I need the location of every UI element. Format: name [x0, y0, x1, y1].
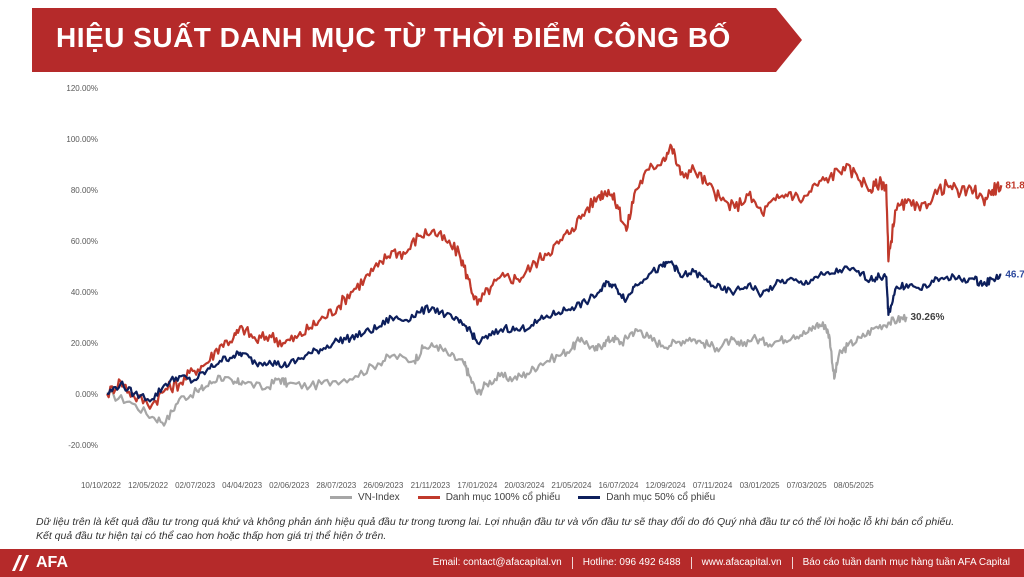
series-end-label-1: 81.86%	[1005, 180, 1024, 191]
y-tick-label: 0.00%	[75, 390, 98, 399]
performance-line-chart: -20.00% 0.00% 20.00% 40.00% 60.00% 80.00% 100.…	[66, 84, 1024, 490]
x-tick-label: 21/05/2024	[551, 481, 592, 490]
series-line-2	[106, 260, 1002, 403]
footer-contact: Email: contact@afacapital.vn Hotline: 09…	[433, 557, 1010, 569]
legend-label-vnindex: VN-Index	[358, 492, 400, 503]
afa-logo-text: AFA	[36, 554, 68, 571]
series-line-0	[106, 313, 908, 427]
y-tick-label: -20.00%	[68, 441, 98, 450]
legend-swatch-vnindex	[330, 496, 352, 499]
x-tick-label: 21/11/2023	[411, 481, 451, 490]
x-tick-label: 03/01/2025	[740, 481, 781, 490]
footer-bar: AFA Email: contact@afacapital.vn Hotline…	[0, 549, 1024, 577]
y-tick-label: 60.00%	[71, 237, 98, 246]
y-tick-label: 40.00%	[71, 288, 98, 297]
disclaimer: Dữ liệu trên là kết quả đầu tư trong quá…	[36, 515, 1006, 543]
legend-item-half-equity: Danh mục 50% cổ phiếu	[578, 492, 715, 503]
x-tick-label: 08/05/2025	[834, 481, 875, 490]
x-tick-label: 10/10/2022	[81, 481, 122, 490]
x-tick-label: 07/03/2025	[787, 481, 828, 490]
y-tick-label: 80.00%	[71, 186, 98, 195]
x-tick-label: 12/09/2024	[646, 481, 687, 490]
page-title: HIỆU SUẤT DANH MỤC TỪ THỜI ĐIỂM CÔNG BỐ	[56, 22, 731, 53]
series-end-label-0: 30.26%	[910, 312, 944, 323]
x-tick-label: 07/11/2024	[693, 481, 733, 490]
footer-hotline[interactable]: Hotline: 096 492 6488	[582, 557, 681, 568]
x-tick-label: 17/01/2024	[457, 481, 498, 490]
afa-logo: AFA	[10, 553, 68, 573]
series-end-label-2: 46.77%	[1005, 270, 1024, 281]
legend-swatch-half-equity	[578, 496, 601, 499]
x-tick-label: 02/07/2023	[175, 481, 216, 490]
legend-label-full-equity: Danh mục 100% cổ phiếu	[445, 492, 561, 503]
title-banner: HIỆU SUẤT DANH MỤC TỪ THỜI ĐIỂM CÔNG BỐ	[32, 8, 802, 72]
footer-report: Báo cáo tuần danh mục hàng tuần AFA Capi…	[802, 557, 1010, 568]
legend-swatch-full-equity	[417, 496, 440, 499]
legend-item-vnindex: VN-Index	[330, 492, 400, 503]
footer-divider	[571, 557, 573, 569]
banner-shape	[32, 8, 802, 72]
x-tick-label: 16/07/2024	[598, 481, 639, 490]
afa-logo-mark-icon	[12, 555, 29, 571]
footer-email[interactable]: Email: contact@afacapital.vn	[432, 557, 562, 568]
footer-divider	[690, 557, 692, 569]
footer-website[interactable]: www.afacapital.vn	[701, 557, 782, 568]
legend-item-full-equity: Danh mục 100% cổ phiếu	[417, 492, 561, 503]
footer-divider	[791, 557, 793, 569]
x-tick-label: 02/06/2023	[269, 481, 310, 490]
chart-legend: VN-Index Danh mục 100% cổ phiếu Danh mục…	[330, 492, 715, 503]
x-tick-label: 20/03/2024	[504, 481, 545, 490]
series-line-1	[106, 143, 1003, 410]
disclaimer-line-1: Dữ liệu trên là kết quả đầu tư trong quá…	[36, 516, 955, 528]
legend-label-half-equity: Danh mục 50% cổ phiếu	[606, 492, 716, 503]
x-tick-label: 28/07/2023	[316, 481, 357, 490]
y-tick-label: 100.00%	[66, 135, 98, 144]
x-tick-label: 26/09/2023	[363, 481, 404, 490]
x-tick-label: 04/04/2023	[222, 481, 263, 490]
y-tick-label: 120.00%	[66, 84, 98, 93]
disclaimer-line-2: Kết quả đầu tư hiện tại có thể cao hơn h…	[36, 530, 387, 542]
x-tick-label: 12/05/2022	[128, 481, 169, 490]
y-tick-label: 20.00%	[71, 339, 98, 348]
